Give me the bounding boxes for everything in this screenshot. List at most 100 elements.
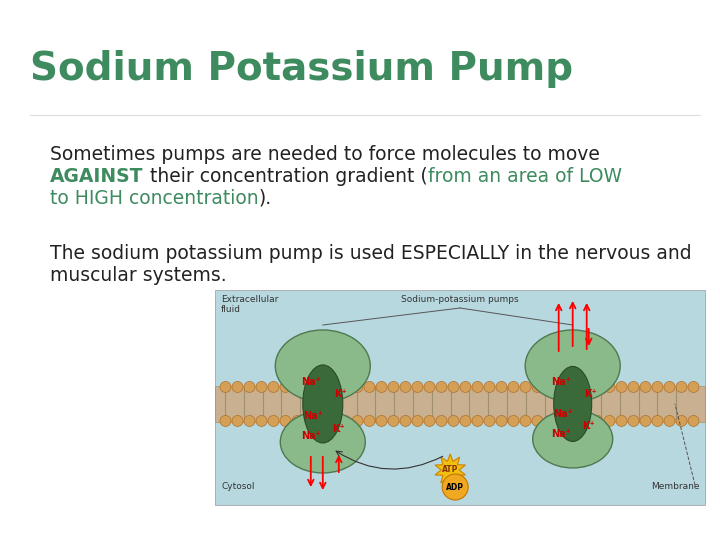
Text: ADP: ADP <box>446 483 464 491</box>
Ellipse shape <box>303 365 343 443</box>
Circle shape <box>604 415 615 427</box>
Ellipse shape <box>275 330 370 402</box>
Text: AGAINST: AGAINST <box>50 167 143 186</box>
Circle shape <box>328 381 339 393</box>
Text: Sodium-potassium pumps: Sodium-potassium pumps <box>401 295 519 304</box>
Circle shape <box>472 415 483 427</box>
Circle shape <box>364 415 375 427</box>
Circle shape <box>244 415 255 427</box>
Circle shape <box>316 415 327 427</box>
Text: Na⁺: Na⁺ <box>301 431 320 441</box>
Text: Cytosol: Cytosol <box>221 482 254 491</box>
Circle shape <box>592 415 603 427</box>
Text: muscular systems.: muscular systems. <box>50 266 227 285</box>
Text: K⁺: K⁺ <box>582 421 595 431</box>
Circle shape <box>448 415 459 427</box>
Circle shape <box>508 381 519 393</box>
Circle shape <box>664 381 675 393</box>
Circle shape <box>640 415 651 427</box>
Circle shape <box>316 381 327 393</box>
Circle shape <box>352 381 363 393</box>
Circle shape <box>460 381 471 393</box>
Circle shape <box>424 381 435 393</box>
Circle shape <box>676 381 687 393</box>
Text: Membrane: Membrane <box>652 482 700 491</box>
Circle shape <box>628 381 639 393</box>
Circle shape <box>292 415 303 427</box>
Ellipse shape <box>533 410 613 468</box>
Text: Na⁺: Na⁺ <box>553 409 572 419</box>
Circle shape <box>340 381 351 393</box>
Circle shape <box>412 381 423 393</box>
Circle shape <box>388 415 399 427</box>
Text: ).: ). <box>258 189 271 208</box>
Circle shape <box>544 381 555 393</box>
Ellipse shape <box>525 330 620 402</box>
Circle shape <box>280 415 291 427</box>
Circle shape <box>484 381 495 393</box>
Circle shape <box>352 415 363 427</box>
Circle shape <box>244 381 255 393</box>
Circle shape <box>364 381 375 393</box>
Circle shape <box>400 415 411 427</box>
Circle shape <box>616 381 627 393</box>
Circle shape <box>268 381 279 393</box>
Text: The sodium potassium pump is used ESPECIALLY in the nervous and: The sodium potassium pump is used ESPECI… <box>50 244 692 263</box>
Circle shape <box>556 415 567 427</box>
Circle shape <box>484 415 495 427</box>
Circle shape <box>688 415 699 427</box>
Circle shape <box>292 381 303 393</box>
Circle shape <box>256 381 267 393</box>
Bar <box>215 290 705 505</box>
Bar <box>215 386 705 422</box>
Circle shape <box>340 415 351 427</box>
Circle shape <box>520 381 531 393</box>
Text: Sodium Potassium Pump: Sodium Potassium Pump <box>30 50 573 88</box>
Circle shape <box>460 415 471 427</box>
Text: their concentration gradient (: their concentration gradient ( <box>145 167 428 186</box>
Text: Sometimes pumps are needed to force molecules to move: Sometimes pumps are needed to force mole… <box>50 145 600 164</box>
Circle shape <box>400 381 411 393</box>
Circle shape <box>436 415 447 427</box>
Circle shape <box>220 381 231 393</box>
Text: K⁺: K⁺ <box>333 424 345 434</box>
Circle shape <box>388 381 399 393</box>
Circle shape <box>496 415 507 427</box>
Text: their concentration gradient (: their concentration gradient ( <box>143 167 427 186</box>
Circle shape <box>580 381 591 393</box>
Text: Na⁺: Na⁺ <box>301 377 320 387</box>
Circle shape <box>640 381 651 393</box>
Circle shape <box>304 415 315 427</box>
Circle shape <box>532 381 543 393</box>
Text: Extracellular
fluid: Extracellular fluid <box>221 295 279 314</box>
Circle shape <box>508 415 519 427</box>
Circle shape <box>436 381 447 393</box>
Circle shape <box>532 415 543 427</box>
Text: K⁺: K⁺ <box>334 389 347 399</box>
Circle shape <box>220 415 231 427</box>
Circle shape <box>256 415 267 427</box>
Circle shape <box>520 415 531 427</box>
Circle shape <box>616 415 627 427</box>
Text: to HIGH concentration: to HIGH concentration <box>50 189 258 208</box>
Circle shape <box>580 415 591 427</box>
Text: Na⁺: Na⁺ <box>551 429 571 439</box>
Circle shape <box>412 415 423 427</box>
Circle shape <box>676 415 687 427</box>
Circle shape <box>424 415 435 427</box>
Circle shape <box>304 381 315 393</box>
Circle shape <box>268 415 279 427</box>
Circle shape <box>568 415 579 427</box>
Circle shape <box>496 381 507 393</box>
Circle shape <box>688 381 699 393</box>
Circle shape <box>604 381 615 393</box>
Circle shape <box>442 474 468 500</box>
Circle shape <box>448 381 459 393</box>
Circle shape <box>376 415 387 427</box>
Circle shape <box>628 415 639 427</box>
Ellipse shape <box>554 367 592 442</box>
Polygon shape <box>435 454 465 486</box>
Circle shape <box>376 381 387 393</box>
Circle shape <box>568 381 579 393</box>
Circle shape <box>232 415 243 427</box>
